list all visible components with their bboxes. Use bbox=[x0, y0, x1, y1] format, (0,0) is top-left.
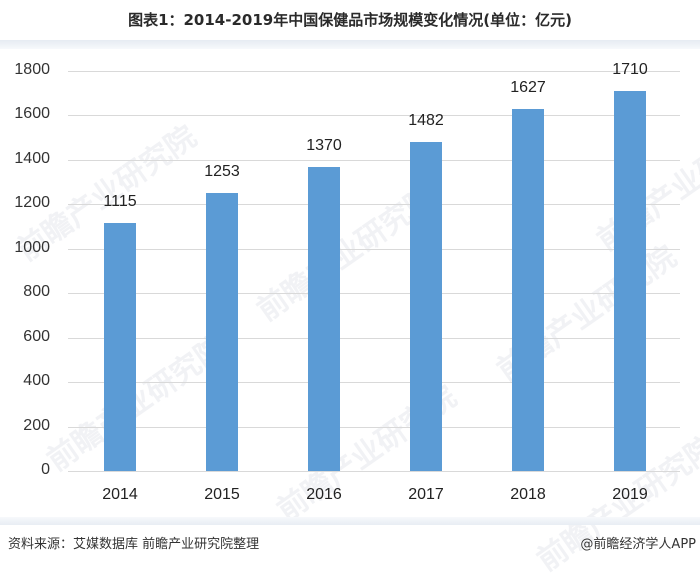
bar-2015 bbox=[206, 192, 238, 471]
y-axis-tick-label: 1400 bbox=[14, 149, 50, 167]
gridline bbox=[68, 293, 680, 295]
gridline bbox=[68, 382, 680, 384]
y-axis-tick-label: 400 bbox=[23, 372, 50, 390]
y-axis-tick-label: 1600 bbox=[14, 105, 50, 123]
bar-2017 bbox=[410, 141, 442, 471]
header-divider bbox=[0, 40, 700, 49]
gridline bbox=[68, 204, 680, 206]
gridline bbox=[68, 159, 680, 161]
data-label: 1627 bbox=[510, 79, 546, 97]
bar-chart: 前瞻产业研究院 前瞻产业研究院 前瞻产业研究院 前瞻产业研究院 前瞻产业研究院 前瞻产业研… bbox=[0, 49, 700, 578]
credit-note: @前瞻经济学人APP bbox=[580, 537, 696, 552]
bar-2014 bbox=[104, 223, 136, 471]
y-axis-tick-label: 0 bbox=[41, 461, 50, 478]
x-axis-tick-label: 2014 bbox=[102, 486, 138, 503]
data-label: 1482 bbox=[408, 111, 444, 129]
footer-divider bbox=[0, 517, 700, 525]
data-label: 1115 bbox=[103, 193, 137, 211]
y-axis-tick-label: 1000 bbox=[14, 238, 50, 256]
y-axis-tick-label: 800 bbox=[23, 283, 50, 301]
x-axis-tick-label: 2018 bbox=[510, 486, 546, 503]
data-label: 1370 bbox=[306, 136, 342, 154]
x-axis-tick-label: 2016 bbox=[306, 486, 342, 503]
bar-2018 bbox=[512, 109, 544, 471]
y-axis-tick-label: 600 bbox=[23, 327, 50, 345]
y-axis-tick-label: 200 bbox=[23, 416, 50, 434]
y-axis-tick-label: 1800 bbox=[14, 61, 50, 78]
chart-title: 图表1：2014-2019年中国保健品市场规模变化情况(单位：亿元) bbox=[128, 11, 572, 29]
x-axis-tick-label: 2015 bbox=[204, 486, 240, 503]
source-note: 资料来源：艾媒数据库 前瞻产业研究院整理 bbox=[8, 537, 260, 552]
gridline bbox=[68, 248, 680, 250]
y-axis-tick-label: 1200 bbox=[14, 194, 50, 212]
data-label: 1253 bbox=[204, 162, 240, 180]
gridline bbox=[68, 337, 680, 339]
gridline bbox=[68, 426, 680, 428]
bar-2016 bbox=[308, 166, 340, 471]
data-label: 1710 bbox=[612, 61, 648, 78]
x-axis-tick-label: 2019 bbox=[612, 486, 648, 503]
gridline bbox=[68, 71, 680, 72]
gridline bbox=[68, 115, 680, 117]
bar-2019 bbox=[614, 91, 646, 471]
gridline bbox=[68, 471, 680, 472]
x-axis-tick-label: 2017 bbox=[408, 486, 444, 503]
